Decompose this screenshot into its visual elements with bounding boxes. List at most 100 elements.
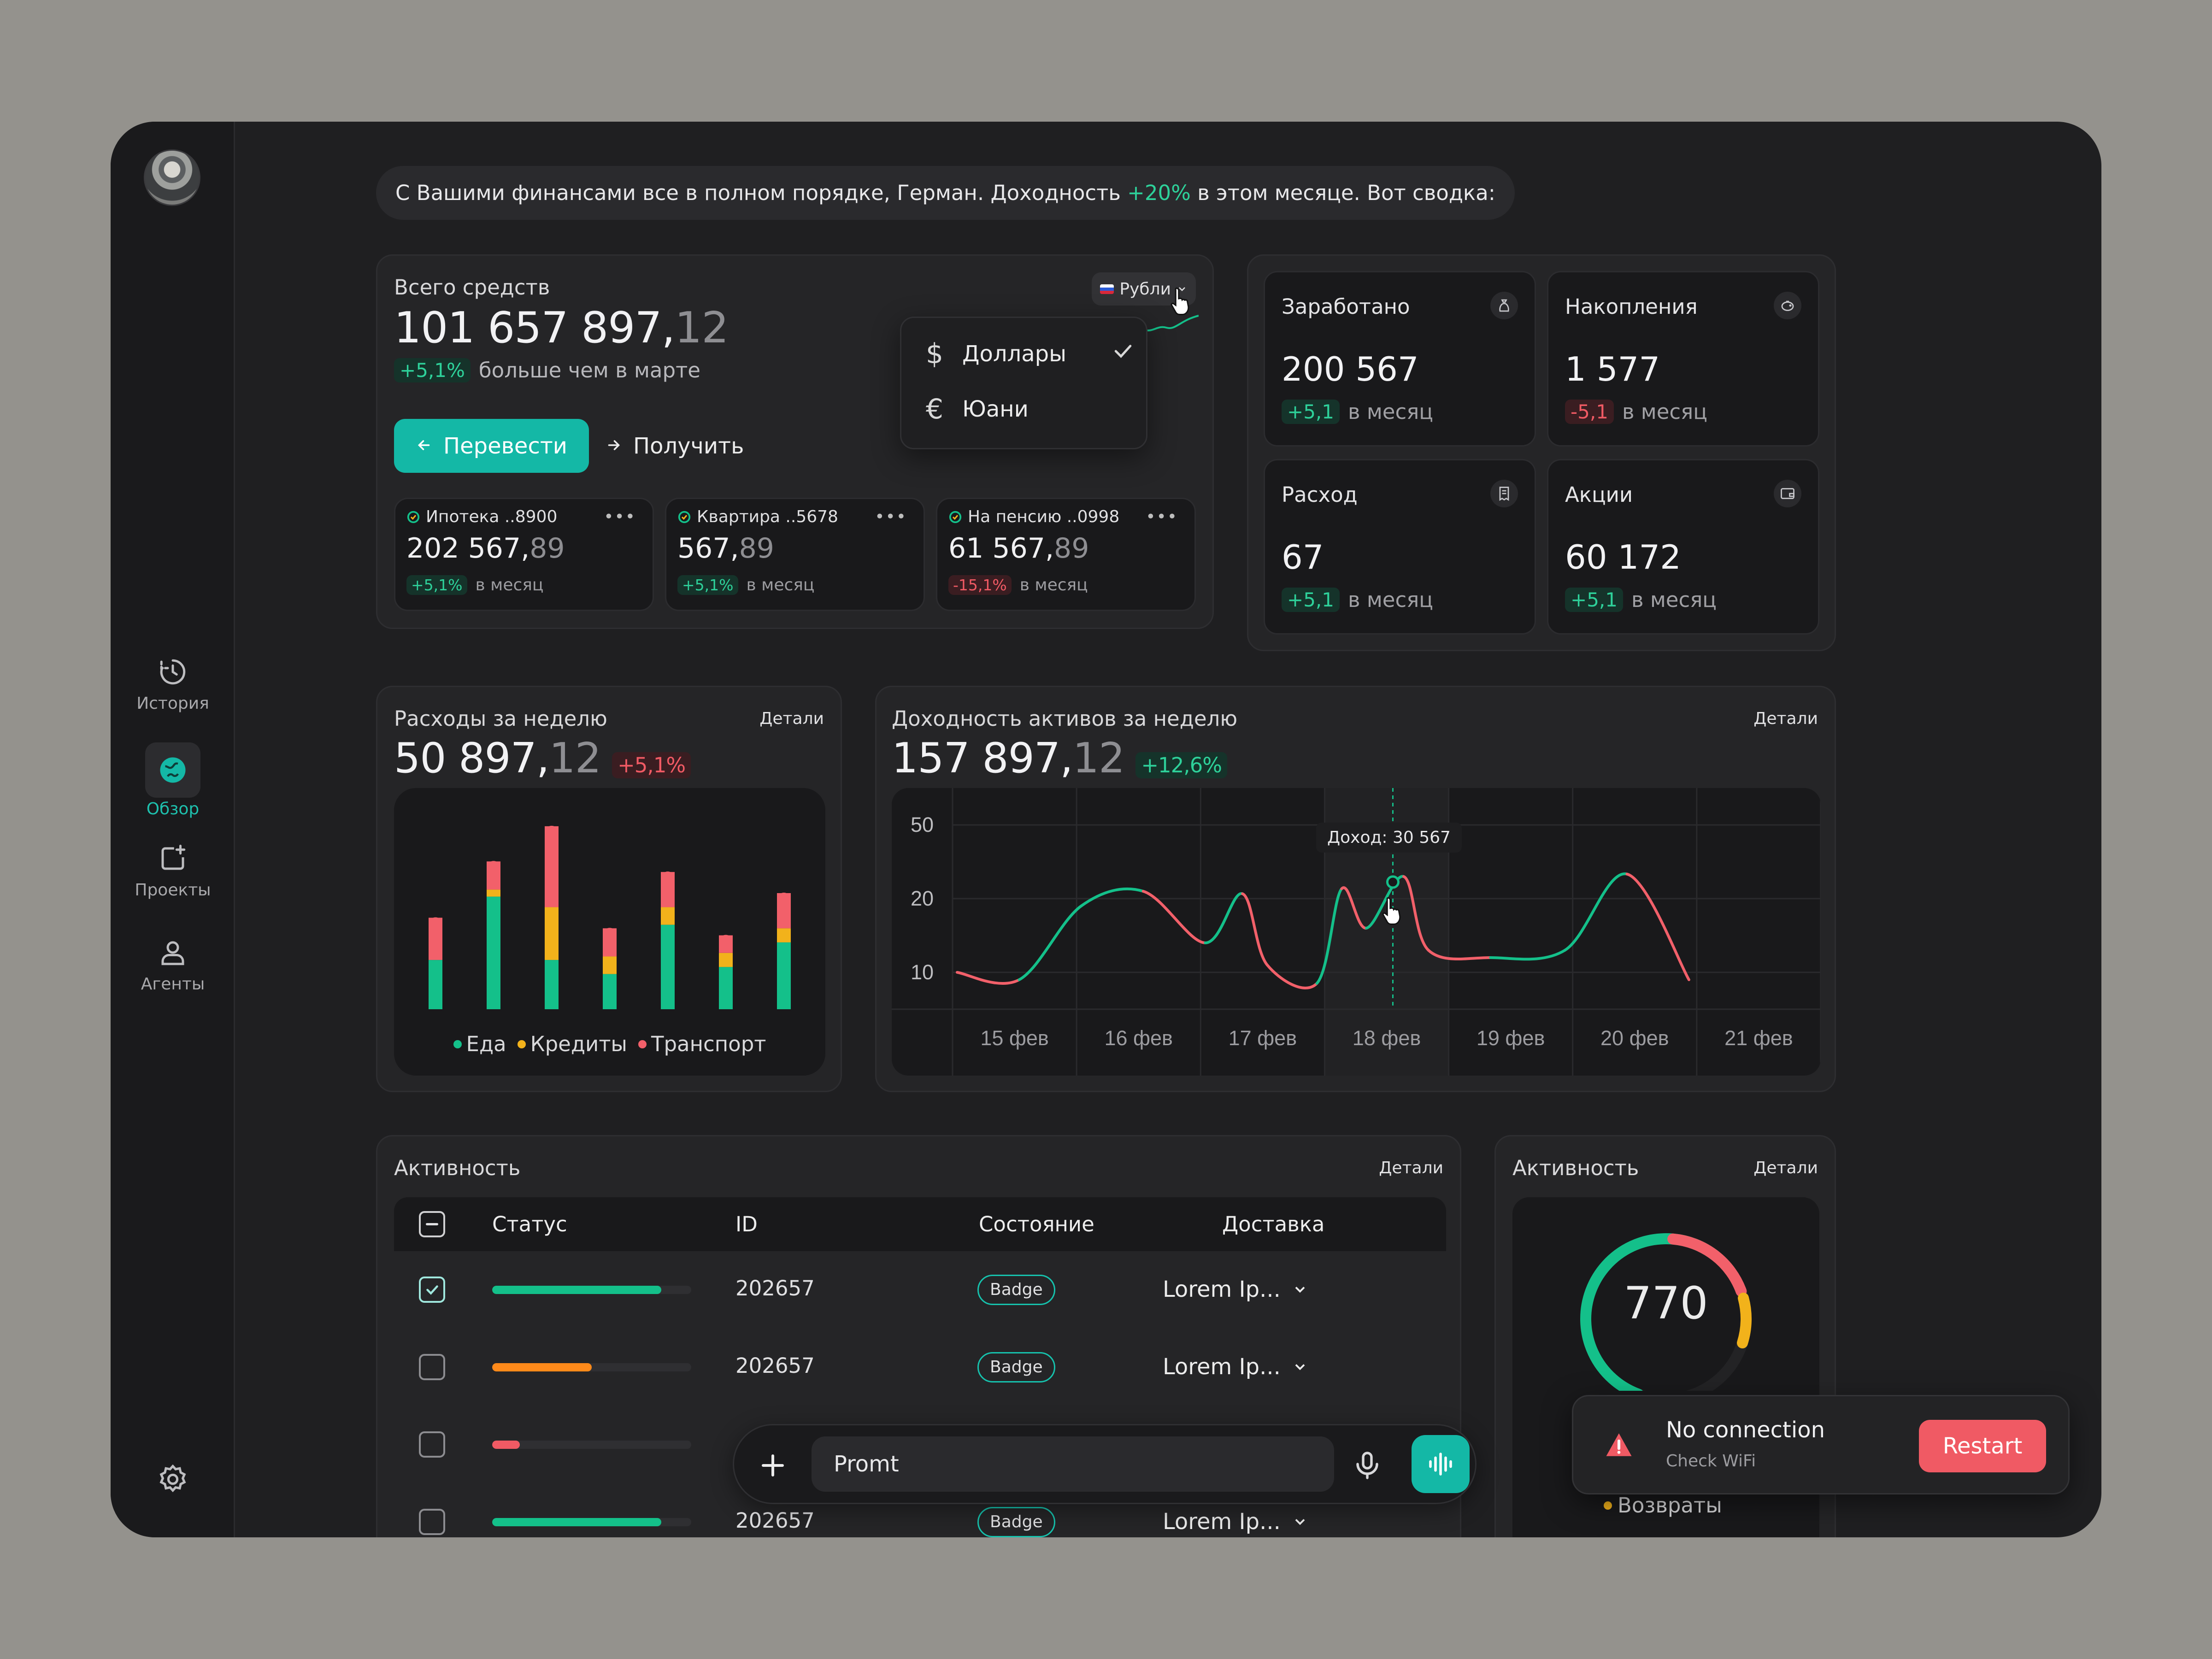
transfer-label: Перевести xyxy=(443,433,567,459)
chevron-down-icon xyxy=(1295,1518,1305,1525)
legend-item: Кредиты xyxy=(517,1032,627,1056)
bar-segment xyxy=(661,924,675,1009)
table-row[interactable]: 202657 Badge Lorem Ip... xyxy=(394,1251,1446,1329)
sidebar-item-projects[interactable]: Проекты xyxy=(111,842,235,900)
returns-details-link[interactable]: Детали xyxy=(1753,709,1818,728)
sidebar-item-agents[interactable]: Агенты xyxy=(111,936,235,994)
transfer-button[interactable]: Перевести xyxy=(394,419,589,473)
account-name: Квартира ..5678 xyxy=(697,507,838,526)
row-checkbox[interactable] xyxy=(419,1509,445,1535)
more-icon[interactable]: ••• xyxy=(1146,507,1178,526)
microphone-icon[interactable] xyxy=(1351,1449,1384,1482)
stat-card-earned[interactable]: Заработано 200 567 +5,1 в месяц xyxy=(1264,271,1536,447)
wallet-icon xyxy=(1774,480,1801,507)
stat-change: -5,1 xyxy=(1565,400,1614,424)
bar-stack xyxy=(429,917,442,1009)
account-card[interactable]: На пенсию ..0998 ••• 61 567,89 -15,1% в м… xyxy=(936,498,1196,611)
status-badge: Badge xyxy=(977,1507,1055,1537)
account-card[interactable]: Ипотека ..8900 ••• 202 567,89 +5,1% в мес… xyxy=(394,498,654,611)
overview-icon xyxy=(145,742,200,798)
status-progress xyxy=(492,1286,691,1294)
column-header-id[interactable]: ID xyxy=(735,1212,758,1236)
balance-amount-dec: 12 xyxy=(675,303,729,353)
sidebar-item-label: История xyxy=(136,694,209,713)
select-all-checkbox[interactable] xyxy=(419,1211,445,1237)
stat-card-expense[interactable]: Расход 67 +5,1 в месяц xyxy=(1264,459,1536,635)
delivery-select[interactable] xyxy=(1141,1402,1341,1424)
account-title: На пенсию ..0998 xyxy=(948,507,1119,526)
stat-change: +5,1 xyxy=(1282,588,1340,612)
sidebar-item-label: Обзор xyxy=(146,800,200,818)
balance-change-chip: +5,1% xyxy=(394,358,471,382)
stat-value: 60 172 xyxy=(1565,538,1681,577)
bar-base xyxy=(719,995,733,1009)
activity-details-link[interactable]: Детали xyxy=(1379,1159,1443,1177)
receive-button[interactable]: Получить xyxy=(606,419,744,473)
table-row[interactable]: 202657 Badge Lorem Ip... xyxy=(394,1483,1446,1537)
table-row[interactable] xyxy=(394,1402,1446,1483)
account-footer: +5,1% в месяц xyxy=(677,575,814,595)
plus-icon[interactable] xyxy=(756,1449,789,1482)
stat-card-savings[interactable]: Накопления 1 577 -5,1 в месяц xyxy=(1547,271,1819,447)
activity-title: Активность xyxy=(394,1156,521,1180)
account-value-dec: 89 xyxy=(1054,532,1089,565)
account-period: в месяц xyxy=(1019,576,1088,594)
bar-segment xyxy=(487,889,500,897)
stat-card-stocks[interactable]: Акции 60 172 +5,1 в месяц xyxy=(1547,459,1819,635)
bar-cap xyxy=(777,893,791,906)
more-icon[interactable]: ••• xyxy=(875,507,907,526)
balance-change-text: больше чем в марте xyxy=(478,358,700,382)
line-segment xyxy=(1018,905,1083,981)
restart-button[interactable]: Restart xyxy=(1919,1420,2046,1472)
legend-item: Транспорт xyxy=(638,1032,766,1056)
table-row[interactable]: 202657 Badge Lorem Ip... xyxy=(394,1329,1446,1406)
x-tick-label: 19 фев xyxy=(1477,1026,1545,1050)
sidebar-item-history[interactable]: История xyxy=(111,655,235,713)
line-segment xyxy=(1265,964,1318,989)
bar-cap xyxy=(603,928,617,942)
bar-stack xyxy=(545,825,559,1009)
line-segment xyxy=(1241,892,1269,966)
delivery-select[interactable]: Lorem Ip... xyxy=(1141,1338,1341,1395)
avatar[interactable] xyxy=(144,149,200,206)
stat-value: 200 567 xyxy=(1282,350,1419,388)
bar-base xyxy=(777,995,791,1009)
more-icon[interactable]: ••• xyxy=(604,507,636,526)
stat-footer: -5,1 в месяц xyxy=(1565,400,1707,424)
currency-option-dollars[interactable]: $ Доллары xyxy=(924,337,1135,371)
greeting-highlight: +20% xyxy=(1127,181,1191,205)
column-header-state[interactable]: Состояние xyxy=(979,1212,1094,1236)
table-header: Статус ID Состояние Доставка xyxy=(394,1197,1446,1251)
row-checkbox[interactable] xyxy=(419,1277,445,1303)
bar-stack xyxy=(777,893,791,1009)
expenses-details-link[interactable]: Детали xyxy=(759,709,824,728)
account-footer: +5,1% в месяц xyxy=(406,575,543,595)
line-segment xyxy=(1563,872,1629,952)
row-checkbox[interactable] xyxy=(419,1431,445,1458)
toast-title: No connection xyxy=(1666,1417,1825,1443)
stat-value: 67 xyxy=(1282,538,1324,577)
activity2-details-link[interactable]: Детали xyxy=(1753,1159,1818,1177)
stat-title: Заработано xyxy=(1282,294,1410,319)
delivery-value: Lorem Ip... xyxy=(1163,1353,1281,1380)
expenses-title: Расходы за неделю xyxy=(394,706,607,731)
column-header-delivery[interactable]: Доставка xyxy=(1222,1212,1325,1236)
warning-icon xyxy=(1604,1430,1634,1460)
line-segment xyxy=(956,971,1021,985)
legend-label: Еда xyxy=(466,1032,506,1056)
prompt-input[interactable]: Promt xyxy=(812,1436,1334,1492)
legend-label: Транспорт xyxy=(651,1032,766,1056)
row-checkbox[interactable] xyxy=(419,1354,445,1380)
sidebar-item-overview[interactable]: Обзор xyxy=(111,742,235,818)
delivery-value: Lorem Ip... xyxy=(1163,1508,1281,1535)
account-footer: -15,1% в месяц xyxy=(948,575,1088,595)
expenses-amount-int: 50 897, xyxy=(394,734,550,782)
delivery-select[interactable]: Lorem Ip... xyxy=(1141,1261,1341,1318)
stat-footer: +5,1 в месяц xyxy=(1565,588,1717,612)
gear-icon[interactable] xyxy=(156,1463,189,1496)
currency-option-yuan[interactable]: € Юани xyxy=(924,393,1029,426)
line-segment xyxy=(1427,949,1492,961)
voice-wave-button[interactable] xyxy=(1412,1435,1470,1493)
account-card[interactable]: Квартира ..5678 ••• 567,89 +5,1% в месяц xyxy=(665,498,925,611)
column-header-status[interactable]: Статус xyxy=(492,1212,567,1236)
